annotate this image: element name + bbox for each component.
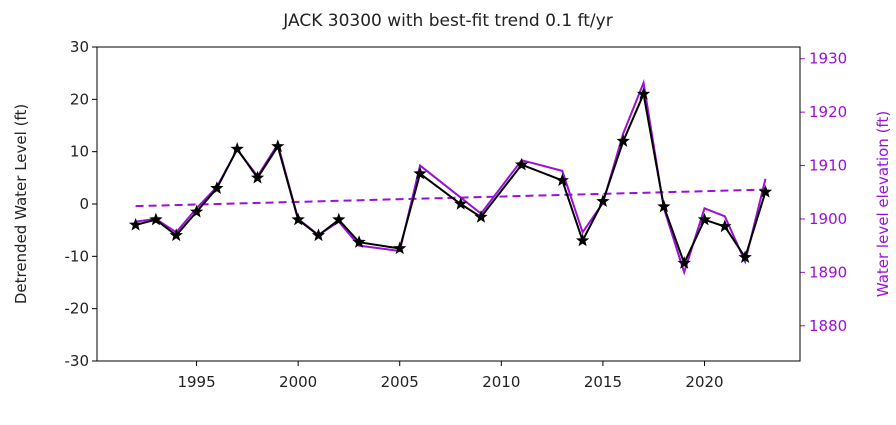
y-tick-label: 0 xyxy=(79,195,89,213)
y-axis-label: Detrended Water Level (ft) xyxy=(12,104,30,304)
x-tick-label: 2020 xyxy=(685,373,723,391)
series-line xyxy=(135,79,767,276)
series-line xyxy=(135,90,767,266)
star-marker xyxy=(515,157,529,171)
y2-tick-label: 1880 xyxy=(809,317,847,335)
star-marker xyxy=(291,212,305,226)
y-tick-label: -30 xyxy=(65,352,90,370)
star-marker xyxy=(575,233,590,247)
star-marker xyxy=(271,139,285,153)
star-marker xyxy=(128,217,143,231)
star-marker xyxy=(311,228,326,242)
star-marker xyxy=(352,235,366,248)
x-tick-label: 2015 xyxy=(584,373,622,391)
star-marker xyxy=(454,197,468,210)
y2-tick-label: 1890 xyxy=(809,263,847,281)
star-marker xyxy=(474,210,488,223)
star-marker xyxy=(393,241,407,255)
x-tick-label: 2000 xyxy=(279,373,317,391)
y2-tick-label: 1920 xyxy=(809,103,847,121)
chart-title: JACK 30300 with best-fit trend 0.1 ft/yr xyxy=(282,11,612,31)
y2-axis-label: Water level elevation (ft) xyxy=(874,111,892,297)
star-marker xyxy=(413,166,427,180)
star-marker xyxy=(596,194,610,207)
y2-tick-label: 1910 xyxy=(809,157,847,175)
star-marker xyxy=(758,185,773,198)
star-marker xyxy=(149,212,163,226)
star-marker xyxy=(657,199,671,213)
y2-tick-label: 1900 xyxy=(809,210,847,228)
series-line xyxy=(135,188,766,208)
star-marker xyxy=(250,170,265,184)
y-tick-label: 20 xyxy=(70,90,89,108)
y2-tick-label: 1930 xyxy=(809,50,847,68)
x-tick-label: 2010 xyxy=(482,373,520,391)
y-tick-label: 30 xyxy=(70,38,89,56)
x-tick-label: 1995 xyxy=(177,373,215,391)
star-marker xyxy=(738,250,752,263)
y-tick-label: -10 xyxy=(65,247,90,265)
x-tick-label: 2005 xyxy=(381,373,419,391)
star-marker xyxy=(718,219,732,233)
star-marker xyxy=(189,204,204,218)
star-marker xyxy=(616,134,630,147)
y-tick-label: -20 xyxy=(65,300,90,318)
star-marker xyxy=(677,256,691,269)
star-marker xyxy=(230,142,244,155)
star-marker xyxy=(210,181,224,194)
plot-frame xyxy=(96,46,801,362)
star-marker xyxy=(555,173,569,187)
star-marker xyxy=(169,228,183,242)
star-marker xyxy=(697,212,712,226)
y-tick-label: 10 xyxy=(70,143,89,161)
star-marker xyxy=(636,87,651,100)
star-marker xyxy=(332,212,346,226)
